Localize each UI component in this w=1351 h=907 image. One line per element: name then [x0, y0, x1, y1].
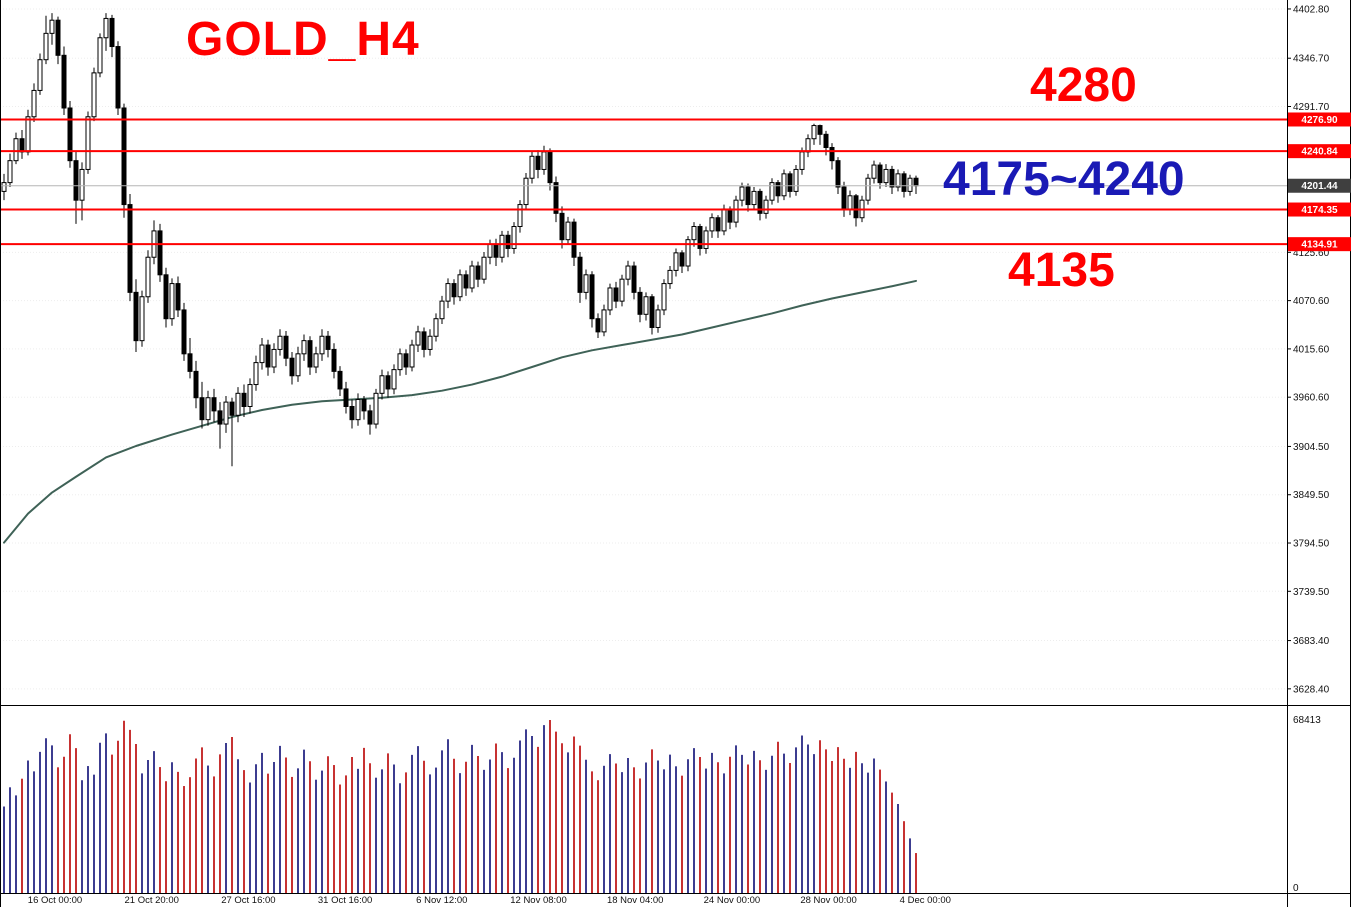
- svg-text:3849.50: 3849.50: [1293, 490, 1330, 501]
- svg-text:12 Nov 08:00: 12 Nov 08:00: [510, 895, 567, 906]
- svg-text:31 Oct 16:00: 31 Oct 16:00: [318, 895, 372, 906]
- svg-text:0: 0: [1293, 883, 1299, 894]
- annotation-range-4175-4240: 4175~4240: [943, 153, 1185, 206]
- svg-text:4276.90: 4276.90: [1301, 115, 1338, 126]
- svg-text:3739.50: 3739.50: [1293, 587, 1330, 598]
- svg-text:4 Dec 00:00: 4 Dec 00:00: [900, 895, 951, 906]
- svg-text:4125.60: 4125.60: [1293, 248, 1330, 259]
- svg-text:4070.60: 4070.60: [1293, 296, 1330, 307]
- svg-text:16 Oct 00:00: 16 Oct 00:00: [28, 895, 82, 906]
- annotation-support-4135: 4135: [1008, 244, 1115, 297]
- svg-text:3683.40: 3683.40: [1293, 636, 1330, 647]
- svg-text:68413: 68413: [1293, 715, 1321, 726]
- svg-text:4402.80: 4402.80: [1293, 4, 1330, 15]
- svg-text:28 Nov 00:00: 28 Nov 00:00: [800, 895, 857, 906]
- svg-text:3794.50: 3794.50: [1293, 539, 1330, 550]
- svg-text:4174.35: 4174.35: [1301, 205, 1338, 216]
- svg-text:4015.60: 4015.60: [1293, 344, 1330, 355]
- svg-text:4291.70: 4291.70: [1293, 102, 1330, 113]
- svg-text:4134.91: 4134.91: [1301, 240, 1338, 251]
- svg-text:24 Nov 00:00: 24 Nov 00:00: [704, 895, 761, 906]
- price-axis[interactable]: 4402.80 4346.70 4291.70 4125.60 4070.60 4015.…: [1288, 4, 1351, 894]
- support-resistance-lines[interactable]: [0, 118, 1287, 246]
- svg-text:27 Oct 16:00: 27 Oct 16:00: [221, 895, 275, 906]
- svg-text:3904.50: 3904.50: [1293, 442, 1330, 453]
- volume-bars: [3, 720, 917, 893]
- svg-text:18 Nov 04:00: 18 Nov 04:00: [607, 895, 664, 906]
- svg-text:21 Oct 20:00: 21 Oct 20:00: [124, 895, 178, 906]
- chart-title-label: GOLD_H4: [186, 13, 420, 66]
- svg-text:4346.70: 4346.70: [1293, 54, 1330, 65]
- svg-text:3960.60: 3960.60: [1293, 393, 1330, 404]
- svg-text:4240.84: 4240.84: [1301, 147, 1338, 158]
- time-axis[interactable]: 16 Oct 00:00 21 Oct 20:00 27 Oct 16:00 31 O…: [28, 895, 951, 906]
- moving-average-line: [3, 279, 917, 544]
- svg-text:4201.44: 4201.44: [1301, 181, 1338, 192]
- annotation-resistance-4280: 4280: [1030, 59, 1137, 112]
- svg-text:6 Nov 12:00: 6 Nov 12:00: [416, 895, 467, 906]
- svg-text:3628.40: 3628.40: [1293, 684, 1330, 695]
- candles: [1, 13, 919, 467]
